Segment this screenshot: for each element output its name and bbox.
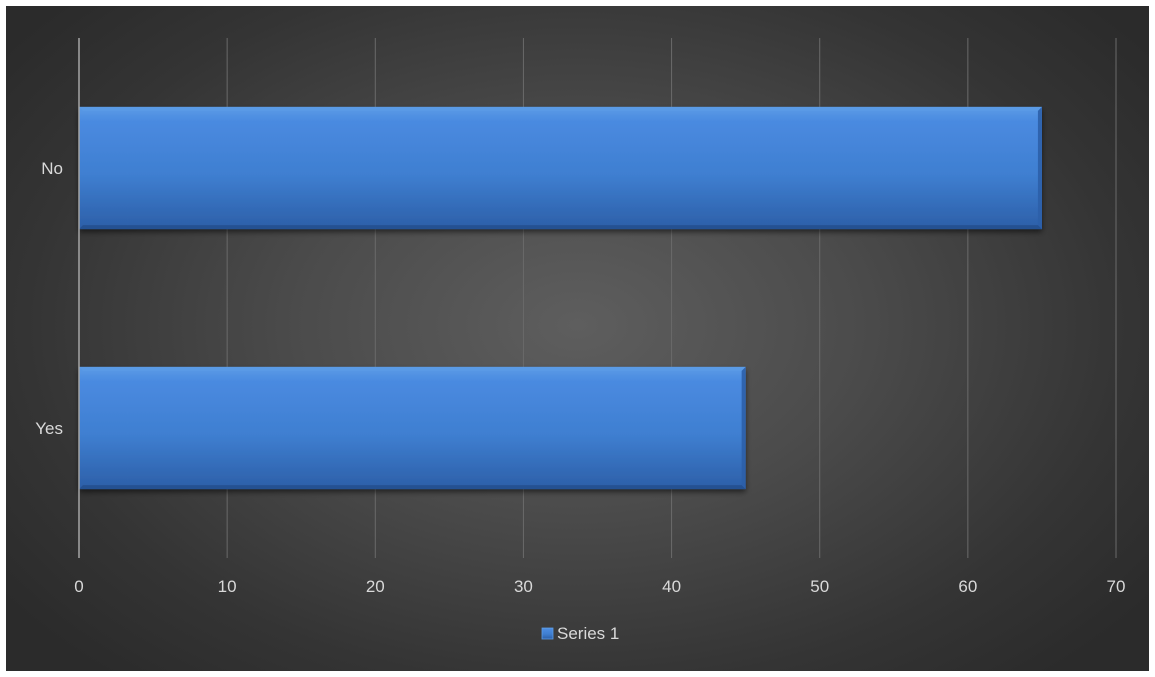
bar-bevel-top <box>79 106 1042 111</box>
x-tick-label: 50 <box>810 577 829 596</box>
x-tick-label: 10 <box>218 577 237 596</box>
bar-bevel-bottom <box>79 225 1042 230</box>
bar-bevel-top <box>79 366 746 371</box>
bar-no-rect <box>79 106 1042 230</box>
bar-no <box>79 106 1042 230</box>
x-tick-label: 60 <box>958 577 977 596</box>
bar-yes <box>79 366 746 490</box>
chart-area: 0 10 20 30 40 50 60 70 No Yes Series 1 <box>6 6 1149 671</box>
bar-yes-rect <box>79 366 746 490</box>
x-tick-label: 20 <box>366 577 385 596</box>
bar-bevel-right <box>1037 106 1042 230</box>
legend: Series 1 <box>541 624 619 643</box>
legend-label-series-1: Series 1 <box>557 624 619 643</box>
x-tick-label: 0 <box>74 577 83 596</box>
x-tick-label: 30 <box>514 577 533 596</box>
category-label-no: No <box>41 159 63 178</box>
x-tick-label: 40 <box>662 577 681 596</box>
axes: 0 10 20 30 40 50 60 70 No Yes <box>35 38 1125 596</box>
category-label-yes: Yes <box>35 419 63 438</box>
bar-bevel-bottom <box>79 485 746 490</box>
bar-chart: 0 10 20 30 40 50 60 70 No Yes Series 1 <box>35 38 1125 643</box>
x-tick-label: 70 <box>1107 577 1126 596</box>
legend-swatch <box>541 627 554 640</box>
bars <box>79 106 1042 490</box>
bar-bevel-right <box>741 366 746 490</box>
